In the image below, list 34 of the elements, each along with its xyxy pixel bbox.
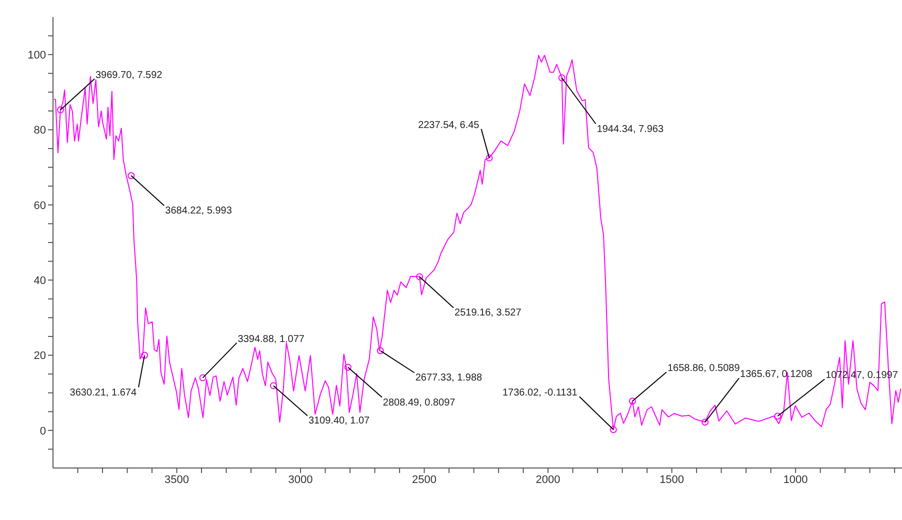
annotation: 1736.02, -0.1131	[502, 388, 578, 399]
annotation: 3394.88, 1.077	[238, 334, 305, 345]
point	[344, 364, 352, 371]
point	[376, 347, 384, 354]
x-tick-label: 2500	[412, 474, 437, 486]
x-tick-label: 2000	[536, 474, 560, 486]
point	[702, 418, 709, 426]
point	[610, 426, 617, 434]
annotation: 3109.40, 1.07	[308, 416, 370, 427]
point	[416, 273, 424, 280]
x-tick-label: 1000	[783, 474, 808, 486]
annotation: 2237.54, 6.45	[418, 120, 480, 131]
y-tick-label: 60	[34, 200, 46, 212]
point	[57, 106, 64, 114]
point	[558, 74, 566, 82]
annotation: 1944.34, 7.963	[596, 124, 664, 135]
annotation: 1658.86, 0.5089	[667, 363, 740, 374]
y-tick-label: 0	[40, 425, 46, 438]
point	[141, 352, 148, 359]
annotation: 2519.16, 3.527	[454, 308, 522, 319]
annotation: 2677.33, 1.988	[415, 372, 483, 384]
point	[628, 398, 636, 405]
x-tick-label: 1500	[660, 474, 684, 486]
y-tick-label: 100	[28, 49, 46, 62]
annotation: 3969.70, 7.592	[96, 70, 163, 81]
x-tick-label: 3500	[164, 474, 190, 486]
annotation: 3684.22, 5.993	[165, 206, 232, 217]
y-tick-label: 40	[34, 274, 46, 287]
y-tick-label: 80	[34, 124, 46, 137]
annotation: 2808.49, 0.8097	[382, 397, 456, 408]
y-tick-label: 20	[34, 350, 46, 362]
x-tick-label: 3000	[288, 474, 313, 486]
point	[486, 154, 493, 162]
annotation: 3630.21, 1.674	[70, 387, 137, 398]
